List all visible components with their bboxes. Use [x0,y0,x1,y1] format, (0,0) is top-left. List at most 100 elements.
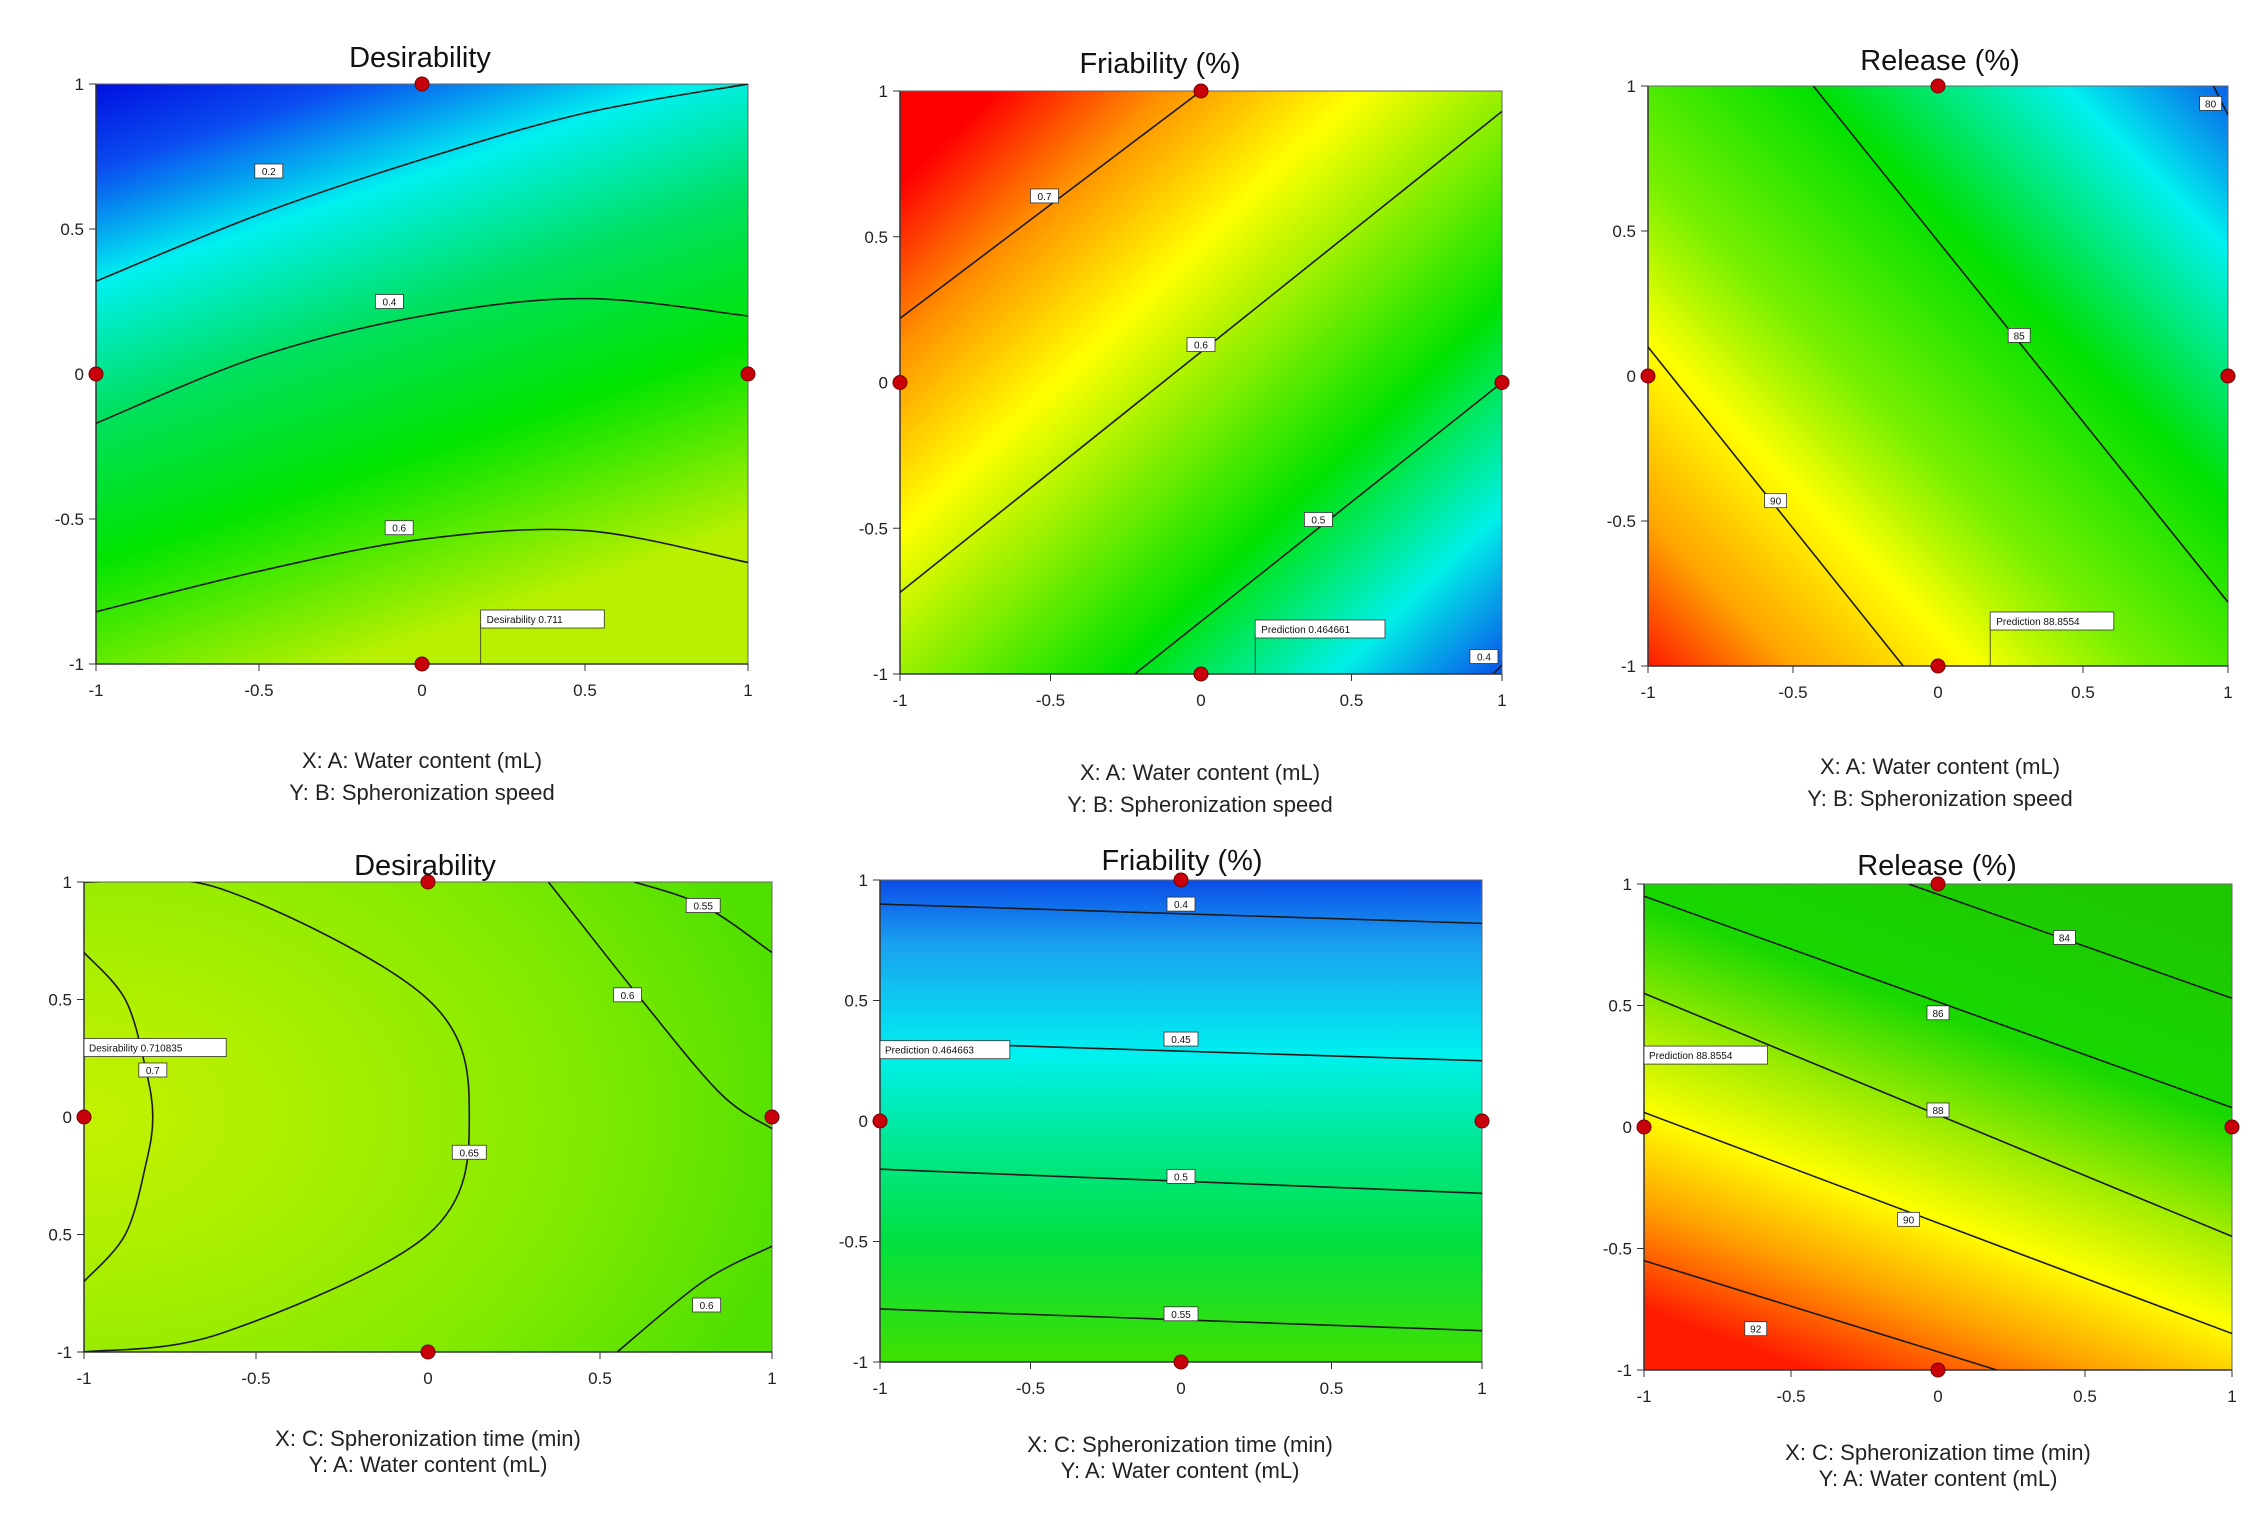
contour-label: 90 [1770,497,1782,508]
x-tick-label: -0.5 [241,1369,270,1388]
contour-label: 92 [1750,1325,1762,1336]
contour-line [96,528,748,613]
x-tick-label: 0.5 [2071,683,2095,702]
x-tick-label: -1 [88,681,103,700]
y-tick-label: 0 [75,365,84,384]
design-point [1930,78,1946,94]
y-tick-label: 0 [63,1108,72,1127]
design-point [1193,83,1209,99]
contour-label: 0.4 [1174,900,1188,911]
design-point [1636,1119,1652,1135]
contour-label-box [1163,1031,1199,1047]
y-tick-label: -1 [69,655,84,674]
design-point [764,1109,780,1125]
chart-panel-6: Release (%) -1 -0.5 0 0.5 1 -1 -0.5 0 0.5 1 84 86 88… [1510,800,2260,1527]
contour-label: 0.6 [700,1301,714,1312]
contour-line [616,1245,772,1352]
contour-label-box [1166,896,1196,912]
flag-box [480,609,605,629]
y-tick-label: -1 [1621,657,1636,676]
y-tick-label: 0 [859,1112,868,1131]
contour-plot-desirability-ab: -1 -0.5 0 0.5 1 -1 -0.5 0 0.5 1 0.2 0.4 0.6 Desirabil… [55,75,756,700]
contour-line [900,91,1202,320]
x-tick-label: 0 [1176,1379,1185,1398]
x-tick-label: -0.5 [1036,691,1065,710]
y-tick-label: 1 [859,871,868,890]
plot-area [880,880,1482,1362]
y-tick-label: -1 [873,665,888,684]
chart-panel-1: Desirability -1 -0.5 0 0.5 1 -1 -0.5 0 0.5 1 0.2 0.… [0,0,760,805]
chart-panel-4: Desirability -1 -0.5 0 0.5 1 -1 0.5 0 0.5 1 0.7 0.6… [0,800,790,1527]
y-tick-label: 0 [1623,1118,1632,1137]
contour-label: 84 [2059,933,2071,944]
y-axis-label: Y: A: Water content (mL) [308,1452,548,1477]
chart-panel-2: Friability (%) -1 -0.5 0 0.5 1 -1 -0.5 0 0.5 1 0.7… [760,0,1520,817]
flag-box [1989,611,2115,631]
y-tick-label: -0.5 [859,519,888,538]
contour-label-box [1764,493,1788,509]
chart-title: Desirability [349,42,491,74]
y-tick-label: 1 [75,75,84,94]
x-tick-label: 1 [743,681,752,700]
contour-label: 0.55 [693,902,713,913]
plot-area [900,91,1502,674]
design-point [872,1113,888,1129]
x-tick-label: 1 [1497,691,1506,710]
contour-line [1492,664,1502,674]
x-tick-label: 0 [423,1369,432,1388]
flag-box [1254,619,1386,639]
contour-label-box [1469,649,1499,664]
y-tick-label: -1 [1617,1361,1632,1380]
x-tick-label: -0.5 [1776,1387,1805,1406]
y-tick-label: -0.5 [1607,512,1636,531]
contour-label: 0.45 [1171,1035,1191,1046]
contour-label-box [613,987,642,1003]
contour-label-box [2053,930,2076,945]
contour-plot-release-ca: -1 -0.5 0 0.5 1 -1 -0.5 0 0.5 1 84 86 88 90 92 Predicti… [1603,875,2240,1406]
contour-label: 0.6 [621,991,635,1002]
chart-title: Friability (%) [1101,845,1263,877]
contour-line [880,903,1482,925]
x-tick-label: 0 [1196,691,1205,710]
flag-label: Prediction 0.464661 [1261,625,1350,636]
contour-label-box [2199,96,2222,111]
y-axis-label: Y: A: Water content (mL) [1818,1466,2058,1491]
chart-title: Friability (%) [1079,48,1241,80]
design-point [1173,872,1189,888]
contour-label: 85 [2014,331,2026,342]
x-tick-label: 1 [2227,1387,2236,1406]
contour-label-box [1166,1169,1196,1184]
x-tick-label: -1 [76,1369,91,1388]
contour-label: 0.7 [1038,192,1052,203]
chart-panel-5: Friability (%) -1 -0.5 0 0.5 1 -1 -0.5 0 0.5 1 0.4… [790,800,1510,1527]
contour-label: 80 [2205,99,2217,110]
contour-label: 0.4 [382,298,396,309]
contour-plot-desirability-ca: -1 -0.5 0 0.5 1 -1 0.5 0 0.5 1 0.7 0.65 0.6 0.55 0.6 De… [48,873,780,1388]
contour-line [1644,1259,1998,1370]
contour-label: 0.5 [1311,516,1325,527]
contour-label: 0.4 [1477,653,1491,664]
y-tick-label: 1 [1623,875,1632,894]
design-point [414,76,430,92]
x-tick-label: 0.5 [573,681,597,700]
y-tick-label: 0.5 [844,992,868,1011]
contour-label: 90 [1903,1215,1915,1226]
design-point [1930,1362,1946,1378]
x-tick-label: 0 [1933,683,1942,702]
design-point [88,366,104,382]
plot-area [1644,884,2232,1370]
x-axis-label: X: C: Spheronization time (min) [1027,1432,1333,1457]
x-axis-label: X: A: Water content (mL) [1079,760,1321,785]
contour-label-box [384,520,414,536]
design-point [1193,666,1209,682]
x-tick-label: 1 [2223,683,2232,702]
y-axis-label: Y: B: Spheronization speed [289,780,555,805]
y-tick-label: -1 [57,1343,72,1362]
contour-line [96,297,748,425]
x-tick-label: -1 [872,1379,887,1398]
x-axis-label: X: A: Water content (mL) [1819,754,2061,779]
plot-area [1648,86,2228,666]
contour-label-box [1744,1321,1768,1337]
contour-line [1644,895,2232,1109]
design-point [2220,368,2236,384]
